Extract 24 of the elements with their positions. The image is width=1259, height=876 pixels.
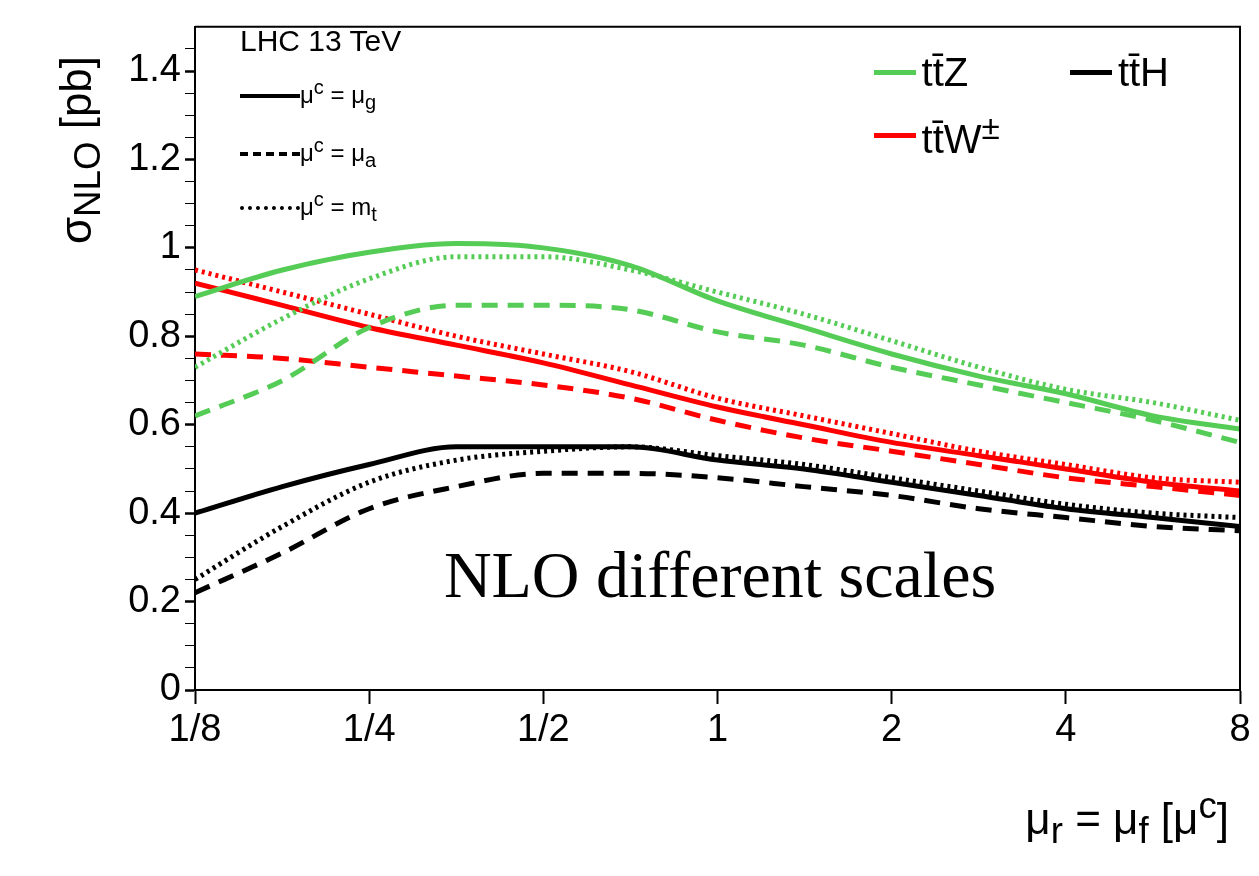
y-tick-label: 0.6: [128, 401, 181, 444]
x-tick-label: 1/2: [516, 707, 570, 750]
x-tick-label: 1/8: [168, 707, 222, 750]
x-tick-label: 1: [706, 707, 729, 750]
annotation: μ$^{c}$ = μ$_{a}$: [300, 134, 377, 172]
annotation: μ$^{c}$ = μ$_{g}$: [300, 76, 377, 114]
x-axis-title: μ$_{r}$ = μ$_{f}$ [μ$^{c}$]: [1025, 785, 1229, 853]
x-tick-label: 2: [881, 707, 903, 750]
x-tick-label: 4: [1055, 707, 1077, 750]
y-tick-label: 1: [159, 224, 181, 267]
y-tick-label: 0.4: [128, 489, 181, 532]
y-tick-label: 1.2: [128, 135, 181, 178]
x-tick-label: 8: [1229, 707, 1251, 750]
y-tick-label: 0: [159, 666, 181, 709]
annotation: LHC 13 TeV: [240, 24, 402, 58]
legend-label: tt̄W$^{±}$: [921, 109, 1000, 163]
y-tick-label: 1.4: [128, 47, 181, 90]
annotation: NLO different scales: [443, 537, 997, 613]
legend-label: tt̄H: [1117, 50, 1169, 95]
y-tick-label: 0.2: [128, 578, 181, 621]
x-tick-label: 1/4: [342, 707, 396, 750]
annotation: μ$^{c}$ = m$_{t}$: [300, 188, 377, 226]
y-tick-label: 0.8: [128, 312, 181, 355]
legend-label: tt̄Z: [921, 50, 969, 95]
